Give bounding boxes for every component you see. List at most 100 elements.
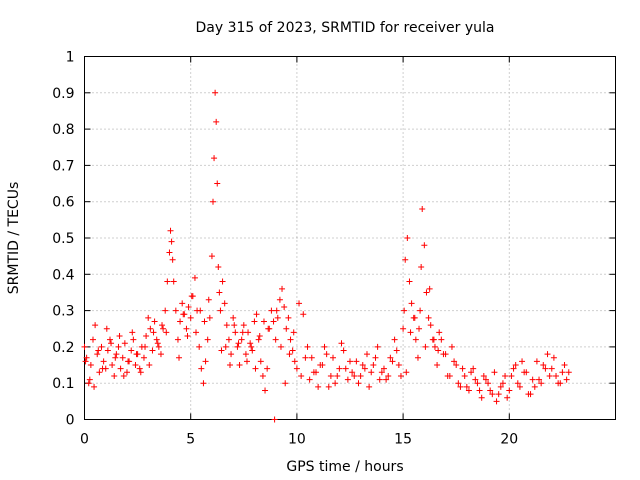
data-point bbox=[216, 289, 223, 296]
data-point bbox=[538, 380, 545, 387]
data-point bbox=[183, 325, 190, 332]
data-point bbox=[342, 365, 349, 372]
data-point bbox=[169, 256, 176, 263]
data-point bbox=[400, 325, 407, 332]
data-point bbox=[282, 380, 289, 387]
data-point bbox=[422, 343, 429, 350]
data-point bbox=[221, 300, 228, 307]
data-point bbox=[325, 383, 332, 390]
data-point bbox=[277, 343, 284, 350]
data-point bbox=[430, 336, 437, 343]
data-point bbox=[170, 278, 177, 285]
data-point bbox=[82, 358, 89, 365]
grid-lines bbox=[84, 56, 616, 420]
data-point bbox=[391, 336, 398, 343]
data-point bbox=[215, 264, 222, 271]
y-tick-label: 0.1 bbox=[52, 376, 74, 392]
data-point bbox=[548, 365, 555, 372]
data-point bbox=[347, 358, 353, 365]
data-point bbox=[374, 343, 381, 350]
data-point bbox=[355, 380, 362, 387]
data-point bbox=[512, 362, 519, 369]
data-point bbox=[133, 351, 140, 358]
data-point bbox=[85, 380, 92, 387]
data-point bbox=[167, 227, 174, 234]
y-tick-label: 0.4 bbox=[52, 267, 74, 283]
axis-ticks: 00.10.20.30.40.50.60.70.80.910 5 10 15 20 bbox=[52, 50, 616, 448]
x-tick-label: 5 bbox=[186, 432, 195, 448]
data-point bbox=[440, 351, 447, 358]
data-point bbox=[536, 376, 543, 383]
data-point bbox=[202, 358, 209, 365]
data-point bbox=[468, 369, 475, 376]
data-point bbox=[153, 336, 160, 343]
data-point bbox=[435, 347, 442, 354]
data-point bbox=[270, 318, 277, 325]
y-tick-label: 1 bbox=[66, 50, 75, 66]
data-point bbox=[119, 354, 126, 361]
data-point bbox=[234, 343, 241, 350]
data-point bbox=[147, 325, 154, 332]
data-point bbox=[172, 307, 179, 314]
data-point bbox=[262, 387, 269, 394]
data-point bbox=[306, 376, 313, 383]
data-point bbox=[461, 372, 468, 379]
data-point bbox=[95, 347, 102, 354]
data-point bbox=[321, 343, 328, 350]
data-point bbox=[98, 343, 105, 350]
data-point bbox=[290, 329, 297, 336]
data-point bbox=[103, 325, 110, 332]
data-point bbox=[120, 372, 127, 379]
data-point bbox=[99, 365, 106, 372]
data-point bbox=[247, 340, 254, 347]
data-point bbox=[251, 318, 258, 325]
y-tick-label: 0 bbox=[66, 413, 75, 429]
data-point bbox=[212, 89, 219, 96]
data-point bbox=[145, 314, 152, 321]
data-point bbox=[332, 380, 339, 387]
data-point bbox=[184, 333, 191, 340]
data-point bbox=[117, 365, 124, 372]
data-point bbox=[444, 372, 451, 379]
data-point bbox=[243, 358, 250, 365]
data-point bbox=[465, 387, 472, 394]
data-point bbox=[516, 383, 523, 390]
y-tick-label: 0.5 bbox=[52, 231, 74, 247]
data-point bbox=[401, 307, 408, 314]
data-point bbox=[214, 180, 221, 187]
data-point bbox=[407, 329, 414, 336]
data-point bbox=[177, 318, 184, 325]
data-point bbox=[113, 351, 120, 358]
y-tick-label: 0.6 bbox=[52, 195, 74, 211]
data-point bbox=[525, 391, 532, 398]
data-point bbox=[281, 303, 288, 310]
data-point bbox=[274, 314, 281, 321]
data-point bbox=[493, 398, 500, 405]
data-point bbox=[260, 318, 267, 325]
data-point bbox=[211, 155, 218, 162]
data-point bbox=[111, 372, 118, 379]
data-point bbox=[159, 322, 166, 329]
data-point bbox=[521, 369, 528, 376]
data-point bbox=[109, 362, 116, 369]
data-point bbox=[340, 347, 347, 354]
data-point bbox=[502, 372, 509, 379]
data-point bbox=[121, 340, 128, 347]
data-point bbox=[264, 365, 271, 372]
data-point bbox=[223, 322, 230, 329]
data-point bbox=[334, 372, 341, 379]
data-point bbox=[344, 376, 351, 383]
data-point bbox=[368, 369, 375, 376]
data-point bbox=[436, 329, 443, 336]
data-point bbox=[123, 369, 130, 376]
data-point bbox=[406, 278, 413, 285]
data-point bbox=[482, 376, 489, 383]
data-point bbox=[378, 369, 385, 376]
data-point bbox=[180, 311, 187, 318]
data-point bbox=[546, 372, 553, 379]
data-point bbox=[163, 329, 170, 336]
data-point bbox=[197, 307, 204, 314]
data-point bbox=[204, 336, 211, 343]
data-point bbox=[129, 329, 136, 336]
data-point bbox=[150, 329, 157, 336]
